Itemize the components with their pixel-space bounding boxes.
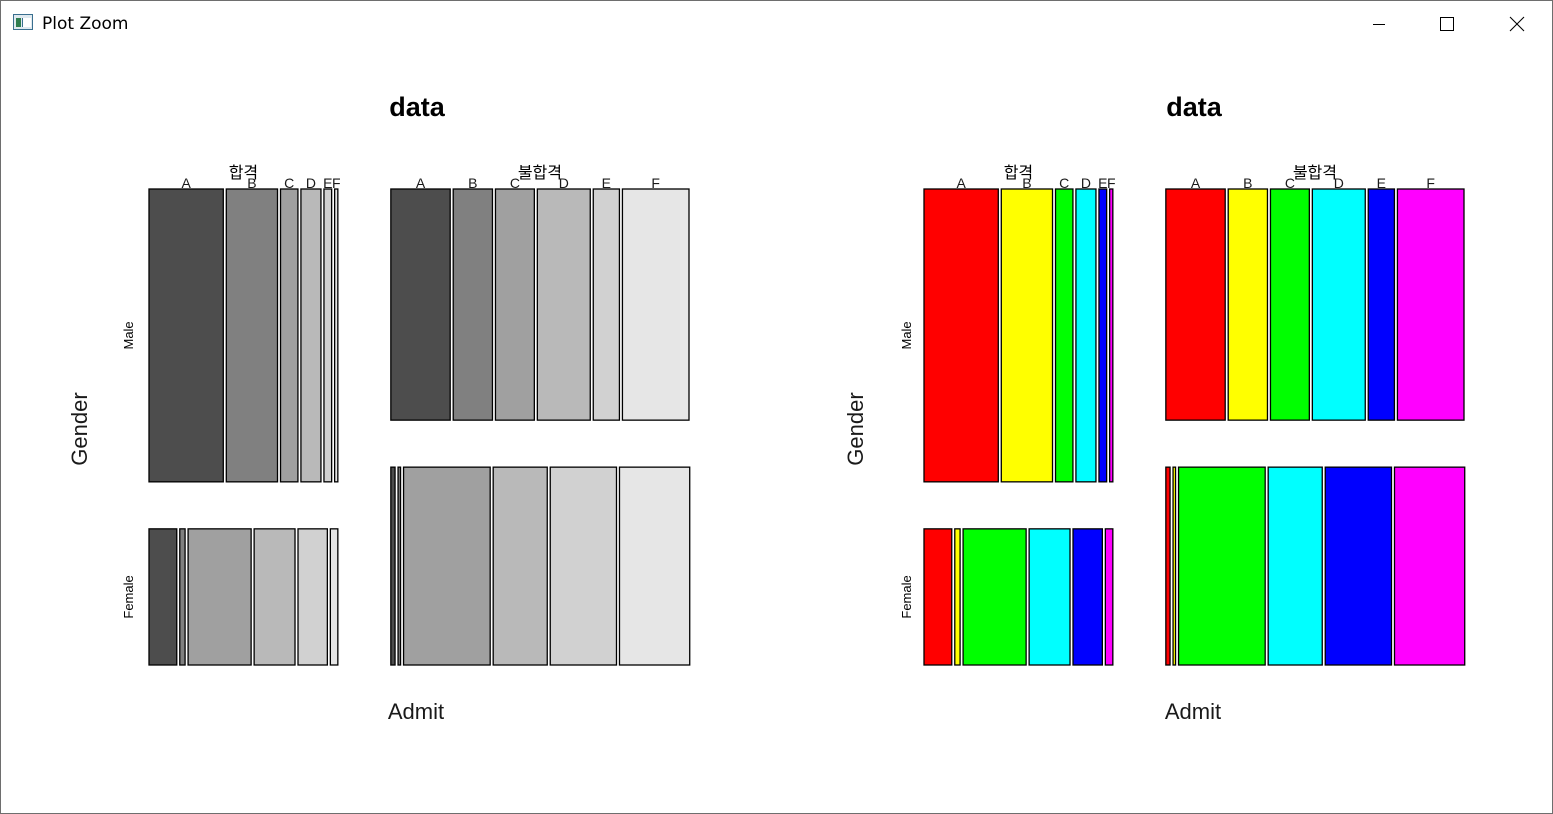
category-label: B [247, 175, 256, 191]
minimize-button[interactable] [1344, 1, 1414, 47]
mosaic-tile [923, 188, 999, 483]
close-icon [1509, 16, 1525, 32]
mosaic-tile [1396, 188, 1465, 421]
category-label: C [1059, 175, 1069, 191]
mosaic-tile [1108, 188, 1114, 483]
mosaic-tile [923, 528, 953, 666]
mosaic-tile [1367, 188, 1396, 421]
gender-level-label: Male [121, 321, 136, 349]
category-label: B [1243, 175, 1252, 191]
category-label: C [284, 175, 294, 191]
mosaic-tile [253, 528, 296, 666]
category-label: A [181, 175, 191, 191]
mosaic-tile [592, 188, 621, 421]
mosaic-tile [452, 188, 494, 421]
category-label: C [1285, 175, 1295, 191]
mosaic-tile [297, 528, 328, 666]
category-label: E [1377, 175, 1386, 191]
mosaic-tile [1311, 188, 1366, 421]
mosaic-tile [1267, 466, 1323, 666]
category-label: A [956, 175, 966, 191]
gender-level-label: Female [899, 575, 914, 618]
mosaic-tile [1172, 466, 1177, 666]
mosaic-tile [148, 528, 178, 666]
mosaic-tile [402, 466, 491, 666]
chart-title: data [389, 92, 446, 122]
category-label: D [1334, 175, 1344, 191]
mosaic-tile [1104, 528, 1114, 666]
mosaic-tile [1072, 528, 1103, 666]
y-axis-label: Gender [843, 392, 868, 465]
chart-title: data [1166, 92, 1223, 122]
admit-level-label: 불합격 [1293, 163, 1337, 182]
category-label: D [559, 175, 569, 191]
category-label: D [1081, 175, 1091, 191]
x-axis-label: Admit [388, 699, 444, 724]
plot-area: data Admit Gender 합격 Male A B C D E F Female 불합격 A B C D… [1, 47, 1552, 813]
x-axis-label: Admit [1165, 699, 1221, 724]
mosaic-tile [1075, 188, 1097, 483]
maximize-button[interactable] [1412, 1, 1482, 47]
category-label: E [1098, 175, 1107, 191]
category-label: E [602, 175, 611, 191]
mosaic-tile [1393, 466, 1466, 666]
admit-level-label: 합격 [229, 163, 258, 182]
category-label: F [332, 175, 341, 191]
y-axis-label: Gender [67, 392, 92, 465]
mosaic-tile [390, 188, 451, 421]
mosaic-tile [962, 528, 1027, 666]
mosaic-tile [187, 528, 252, 666]
mosaic-tile [300, 188, 322, 483]
mosaic-tile [549, 466, 618, 666]
mosaic-tile [1054, 188, 1074, 483]
category-label: F [651, 175, 660, 191]
mosaic-tile [397, 466, 402, 666]
gender-level-label: Male [899, 321, 914, 349]
maximize-icon [1439, 16, 1455, 32]
gender-level-label: Female [121, 575, 136, 618]
mosaic-tile [333, 188, 339, 483]
mosaic-tile [1098, 188, 1108, 483]
title-bar[interactable]: Plot Zoom [1, 1, 1552, 47]
minimize-icon [1372, 17, 1386, 31]
mosaic-tile [621, 188, 690, 421]
mosaic-tile [329, 528, 339, 666]
mosaic-tile [1177, 466, 1266, 666]
mosaic-tile [494, 188, 535, 421]
mosaic-tile [1324, 466, 1393, 666]
close-button[interactable] [1482, 1, 1552, 47]
mosaic-tile [1227, 188, 1269, 421]
mosaic-tile [390, 466, 396, 666]
mosaic-tile [179, 528, 186, 666]
mosaic-tile [1000, 188, 1054, 483]
mosaic-tile [492, 466, 548, 666]
category-label: A [1191, 175, 1201, 191]
mosaic-tile [225, 188, 279, 483]
mosaic-tile [954, 528, 961, 666]
mosaic-tile [323, 188, 333, 483]
mosaic-tile [279, 188, 299, 483]
category-label: B [468, 175, 477, 191]
mosaic-tile [1165, 188, 1226, 421]
admit-level-label: 합격 [1004, 163, 1033, 182]
category-label: B [1022, 175, 1031, 191]
window-title: Plot Zoom [42, 14, 129, 34]
plot-window-icon [13, 14, 33, 30]
category-label: E [323, 175, 332, 191]
mosaic-tile [1165, 466, 1171, 666]
mosaic-tile [536, 188, 591, 421]
mosaic-tile [1028, 528, 1071, 666]
category-label: D [306, 175, 316, 191]
mosaic-tile [148, 188, 224, 483]
category-label: C [510, 175, 520, 191]
category-label: F [1426, 175, 1435, 191]
mosaic-tile [1269, 188, 1310, 421]
mosaic-tile [618, 466, 691, 666]
category-label: A [416, 175, 426, 191]
admit-level-label: 불합격 [518, 163, 562, 182]
category-label: F [1107, 175, 1116, 191]
